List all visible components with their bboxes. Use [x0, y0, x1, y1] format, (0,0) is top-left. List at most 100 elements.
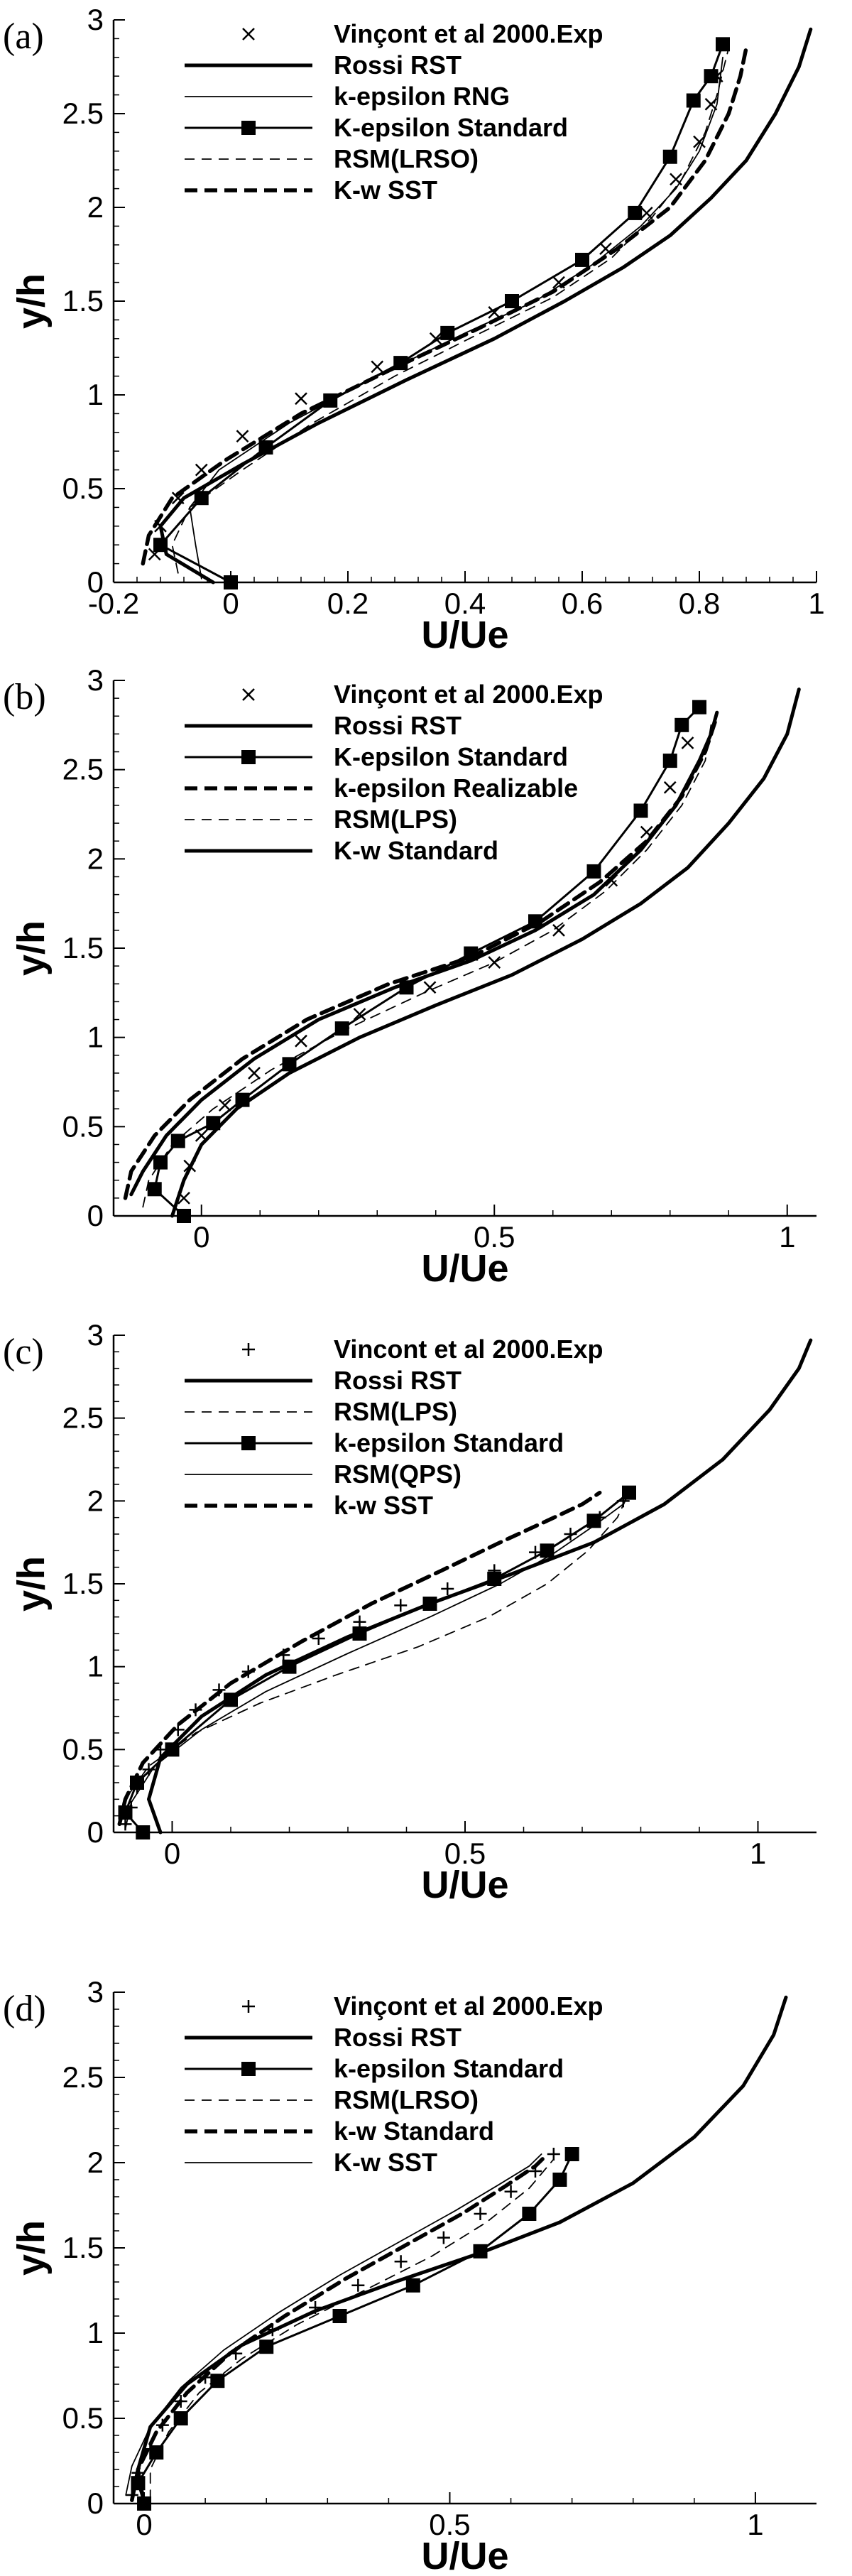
data-point [165, 1742, 180, 1757]
legend-item: K-w Standard [185, 836, 498, 865]
legend-item: Rossi RST [185, 1366, 462, 1395]
y-tick-label: 0.5 [62, 1109, 104, 1143]
y-tick-label: 2.5 [62, 753, 104, 786]
y-tick-label: 2 [87, 190, 104, 224]
y-tick-label: 1 [87, 2316, 104, 2349]
data-point [248, 1067, 261, 1080]
legend-item: K-epsilon Standard [185, 742, 568, 771]
legend-label: RSM(QPS) [334, 1460, 462, 1489]
y-tick-label: 1.5 [62, 2231, 104, 2264]
x-tick-label: 0.4 [444, 587, 486, 620]
series-5 [171, 47, 730, 574]
data-point [295, 392, 307, 406]
y-tick-label: 2.5 [62, 2060, 104, 2094]
data-point [258, 440, 273, 455]
y-tick-label: 2 [87, 1484, 104, 1517]
y-tick-label: 3 [87, 1318, 104, 1352]
legend-label: k-epsilon RNG [334, 82, 510, 111]
data-point [473, 2244, 488, 2259]
series-1 [119, 1494, 630, 1831]
legend-marker [242, 688, 255, 701]
legend-label: k-w Standard [334, 2116, 494, 2146]
data-point [693, 135, 706, 148]
data-point [716, 37, 730, 52]
y-axis-label: y/h [10, 920, 53, 976]
data-point [441, 1582, 454, 1595]
data-point [633, 803, 648, 818]
x-tick-label: 0 [164, 1837, 180, 1870]
legend-label: Vinçont et al 2000.Exp [334, 680, 604, 709]
chart-panel-3: (c) 0 0.5 1 1.5 2 2.5 3 0 0.5 1 U/Ue y/h Vincont et a… [3, 1318, 816, 1906]
series-line [153, 706, 701, 1217]
legend-item: Rossi RST [185, 50, 462, 80]
data-point [552, 923, 565, 937]
data-point [295, 1034, 307, 1048]
data-point [487, 1572, 502, 1586]
series-3 [131, 2147, 579, 2511]
data-point [353, 1615, 366, 1629]
legend-label: K-epsilon Standard [334, 742, 568, 771]
series-line [171, 47, 730, 574]
data-point [540, 1543, 555, 1558]
y-tick-label: 2.5 [62, 97, 104, 130]
x-tick-label: 0 [136, 2508, 152, 2541]
data-point [136, 1825, 151, 1839]
legend-item: Vinçont et al 2000.Exp [242, 19, 604, 48]
legend-item: k-epsilon RNG [185, 82, 510, 111]
legend-marker [241, 1436, 256, 1450]
legend-item: k-w Standard [185, 2116, 494, 2146]
series-2 [158, 27, 813, 585]
legend-marker [241, 750, 256, 764]
data-point [224, 575, 238, 589]
data-point [640, 207, 653, 219]
legend-marker [241, 2062, 256, 2076]
data-point [352, 1626, 367, 1641]
legend-item: k-epsilon Standard [185, 2054, 564, 2083]
legend-label: Rossi RST [334, 711, 462, 740]
data-point [394, 2255, 408, 2268]
y-tick-label: 1 [87, 1650, 104, 1683]
series-line [158, 27, 813, 585]
data-point [674, 717, 689, 732]
legend-label: Rossi RST [334, 50, 462, 80]
x-tick-label: 1 [779, 1220, 795, 1254]
legend-item: Rossi RST [185, 2023, 462, 2052]
legend-label: K-w SST [334, 175, 437, 205]
data-point [423, 981, 437, 994]
x-tick-label: 0 [222, 587, 239, 620]
data-point [575, 252, 589, 267]
x-axis-label: U/Ue [421, 2535, 508, 2576]
legend-item: Vinçont et al 2000.Exp [242, 680, 604, 709]
legend-item: K-w SST [185, 2148, 437, 2177]
legend-item: Vincont et al 2000.Exp [242, 1335, 604, 1364]
y-axis-label: y/h [10, 2220, 53, 2276]
legend-item: Vinçont et al 2000.Exp [242, 1991, 604, 2021]
data-point [153, 538, 168, 553]
series-4 [153, 37, 730, 589]
y-tick-label: 0.5 [62, 472, 104, 505]
panel-label: (d) [3, 1989, 46, 2029]
data-point [437, 2231, 450, 2244]
y-tick-label: 0.5 [62, 1732, 104, 1766]
legend-marker [242, 28, 255, 40]
legend-label: K-w Standard [334, 836, 498, 865]
data-point [662, 754, 677, 768]
data-point [505, 294, 519, 308]
chart-panel-2: (b) 0 0.5 1 1.5 2 2.5 3 0 0.5 1 U/Ue y/h Vinçont et a… [3, 663, 816, 1290]
x-tick-label: 1 [808, 587, 824, 620]
legend-item: k-epsilon Realizable [185, 773, 578, 803]
y-tick-label: 1.5 [62, 931, 104, 964]
y-tick-label: 2 [87, 2146, 104, 2179]
legend-item: Rossi RST [185, 711, 462, 740]
data-point [663, 781, 677, 794]
data-point [235, 1092, 250, 1107]
legend-marker [241, 121, 256, 135]
data-point [353, 1008, 366, 1021]
x-tick-label: 0.5 [429, 2508, 470, 2541]
y-tick-label: 0 [87, 2487, 104, 2520]
panel-label: (b) [3, 677, 46, 717]
legend-label: Rossi RST [334, 2023, 462, 2052]
data-point [173, 2411, 188, 2425]
